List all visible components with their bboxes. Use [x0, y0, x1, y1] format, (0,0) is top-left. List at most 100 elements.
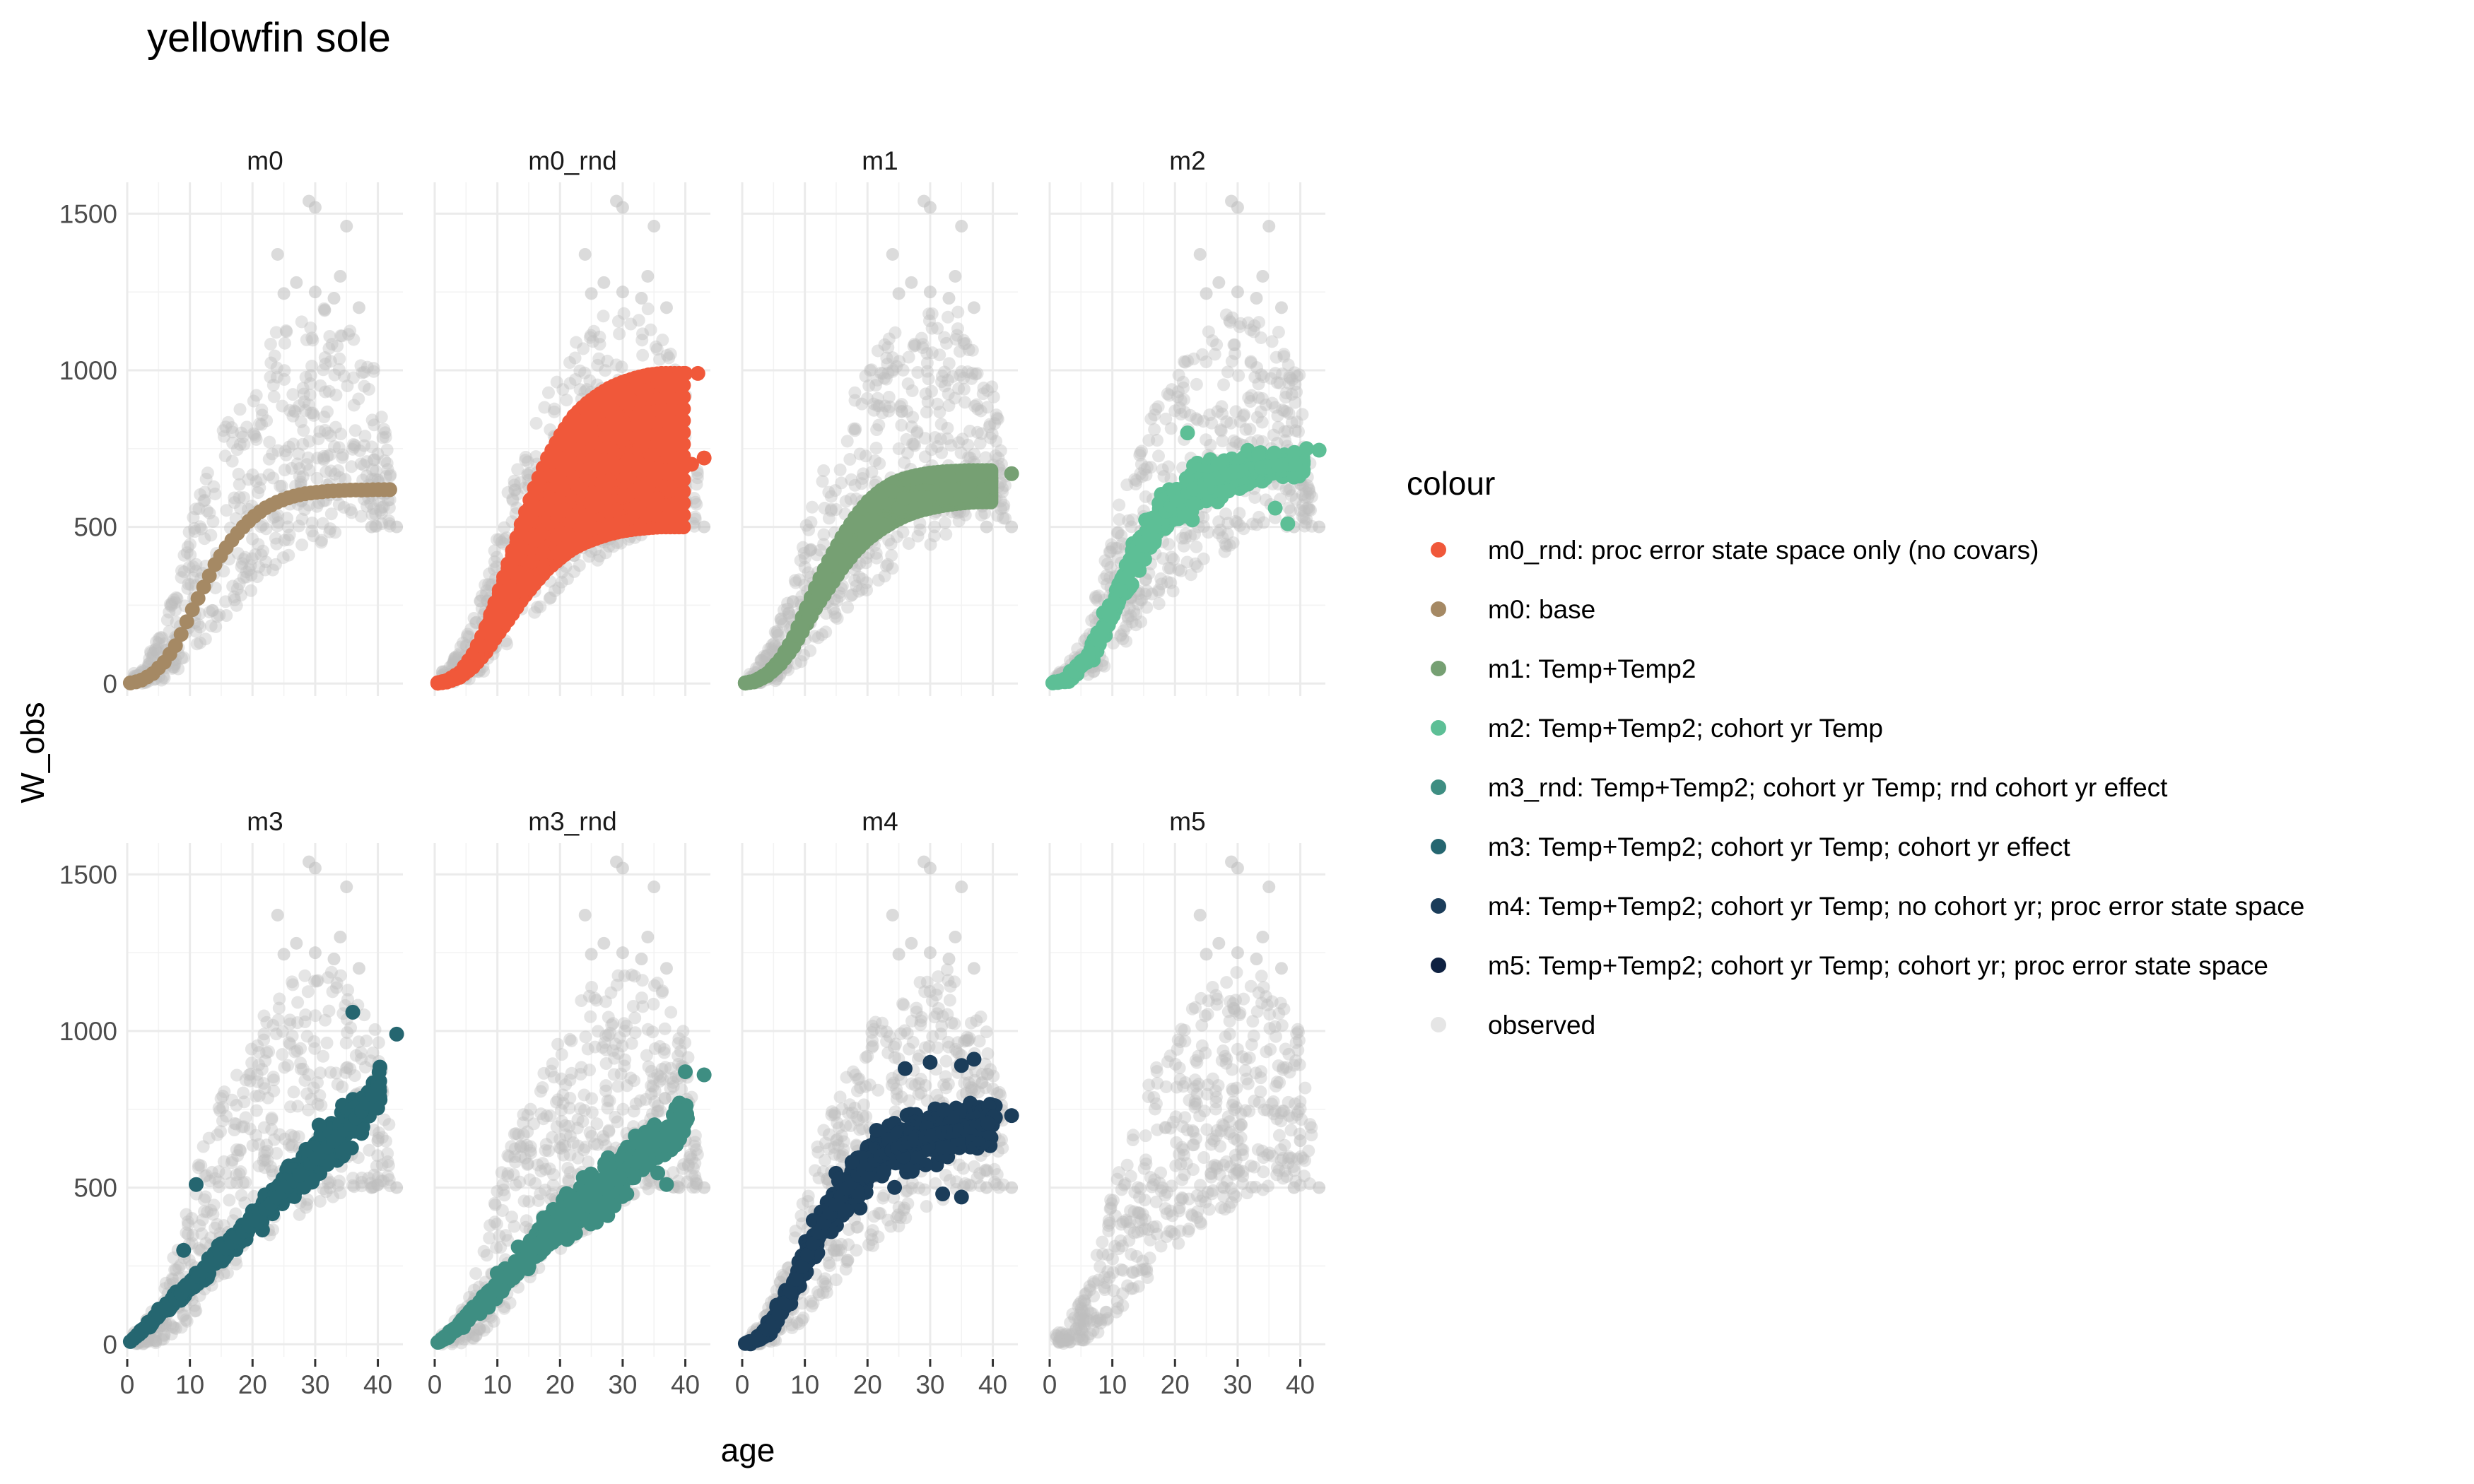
- observed-point: [219, 420, 233, 434]
- observed-point: [303, 388, 317, 401]
- observed-point: [1289, 377, 1302, 391]
- observed-point: [367, 362, 380, 375]
- observed-point: [691, 471, 704, 485]
- observed-point: [762, 642, 775, 656]
- observed-point: [230, 599, 243, 612]
- model-point: [1180, 425, 1195, 441]
- observed-point: [238, 437, 251, 451]
- observed-point: [636, 348, 650, 362]
- observed-point: [560, 394, 573, 407]
- observed-point: [254, 473, 268, 486]
- observed-point: [1262, 220, 1276, 233]
- observed-point: [228, 491, 241, 505]
- observed-point: [339, 473, 352, 486]
- observed-point: [165, 599, 178, 613]
- observed-point: [259, 522, 273, 536]
- observed-point: [920, 406, 933, 419]
- observed-point: [259, 563, 272, 577]
- observed-point: [905, 420, 918, 433]
- observed-point: [288, 404, 301, 418]
- observed-point: [963, 424, 977, 437]
- observed-point: [283, 404, 296, 417]
- observed-point: [384, 468, 397, 481]
- observed-point: [163, 606, 176, 619]
- observed-point: [364, 497, 377, 510]
- observed-point: [474, 594, 487, 608]
- model-point: [646, 507, 662, 522]
- observed-point: [848, 478, 862, 492]
- observed-point: [941, 421, 954, 435]
- observed-point: [286, 388, 300, 401]
- observed-point: [1212, 276, 1226, 289]
- observed-point: [816, 475, 829, 488]
- observed-point: [360, 1035, 373, 1048]
- observed-point: [548, 584, 561, 597]
- observed-point: [342, 328, 356, 341]
- observed-point: [841, 601, 855, 614]
- observed-point: [614, 536, 628, 550]
- observed-point: [357, 459, 370, 472]
- model-point: [507, 564, 522, 579]
- observed-point: [925, 307, 939, 320]
- observed-point: [848, 394, 862, 407]
- observed-point: [242, 473, 255, 486]
- model-point: [656, 442, 672, 457]
- observed-point: [163, 625, 176, 638]
- observed-point: [563, 356, 577, 370]
- observed-point: [279, 448, 293, 461]
- observed-point: [805, 500, 819, 514]
- model-point: [918, 497, 933, 513]
- observed-point: [931, 397, 944, 411]
- observed-point: [1200, 287, 1213, 300]
- observed-point: [967, 301, 980, 314]
- model-point: [458, 659, 474, 674]
- observed-point: [226, 579, 240, 593]
- model-point: [676, 437, 691, 452]
- observed-point: [371, 447, 385, 461]
- observed-point: [257, 544, 270, 558]
- observed-point: [295, 315, 308, 329]
- observed-point: [591, 358, 604, 372]
- observed-point: [305, 360, 319, 373]
- observed-point: [1113, 498, 1126, 512]
- observed-point: [201, 466, 214, 480]
- observed-point: [687, 492, 700, 505]
- observed-point: [152, 632, 165, 645]
- observed-point: [519, 450, 532, 464]
- observed-point: [1279, 391, 1292, 404]
- observed-point: [602, 539, 616, 553]
- observed-point: [308, 285, 322, 299]
- observed-point: [317, 449, 330, 463]
- observed-point: [1159, 412, 1173, 425]
- observed-point: [379, 430, 392, 444]
- observed-point: [341, 379, 354, 393]
- observed-point: [611, 314, 625, 328]
- observed-point: [1122, 612, 1135, 625]
- observed-point: [187, 511, 200, 524]
- observed-point: [467, 611, 481, 625]
- observed-point: [835, 476, 848, 490]
- observed-point: [952, 382, 966, 395]
- observed-point: [266, 471, 280, 485]
- observed-point: [149, 642, 163, 656]
- observed-point: [192, 502, 206, 515]
- observed-point: [365, 440, 378, 454]
- observed-point: [298, 395, 311, 408]
- observed-point: [347, 399, 360, 412]
- model-point: [481, 622, 497, 637]
- observed-point: [374, 504, 387, 517]
- observed-point: [1165, 550, 1178, 564]
- observed-point: [313, 425, 327, 438]
- observed-point: [833, 463, 847, 476]
- observed-point: [270, 537, 283, 550]
- observed-point: [593, 549, 606, 563]
- observed-point: [1254, 405, 1267, 418]
- observed-point: [1217, 378, 1231, 391]
- observed-point: [235, 560, 248, 574]
- observed-point: [204, 529, 218, 542]
- observed-point: [247, 394, 260, 408]
- observed-point: [491, 533, 504, 546]
- observed-point: [892, 287, 905, 300]
- model-point: [676, 483, 691, 499]
- observed-point: [324, 355, 337, 368]
